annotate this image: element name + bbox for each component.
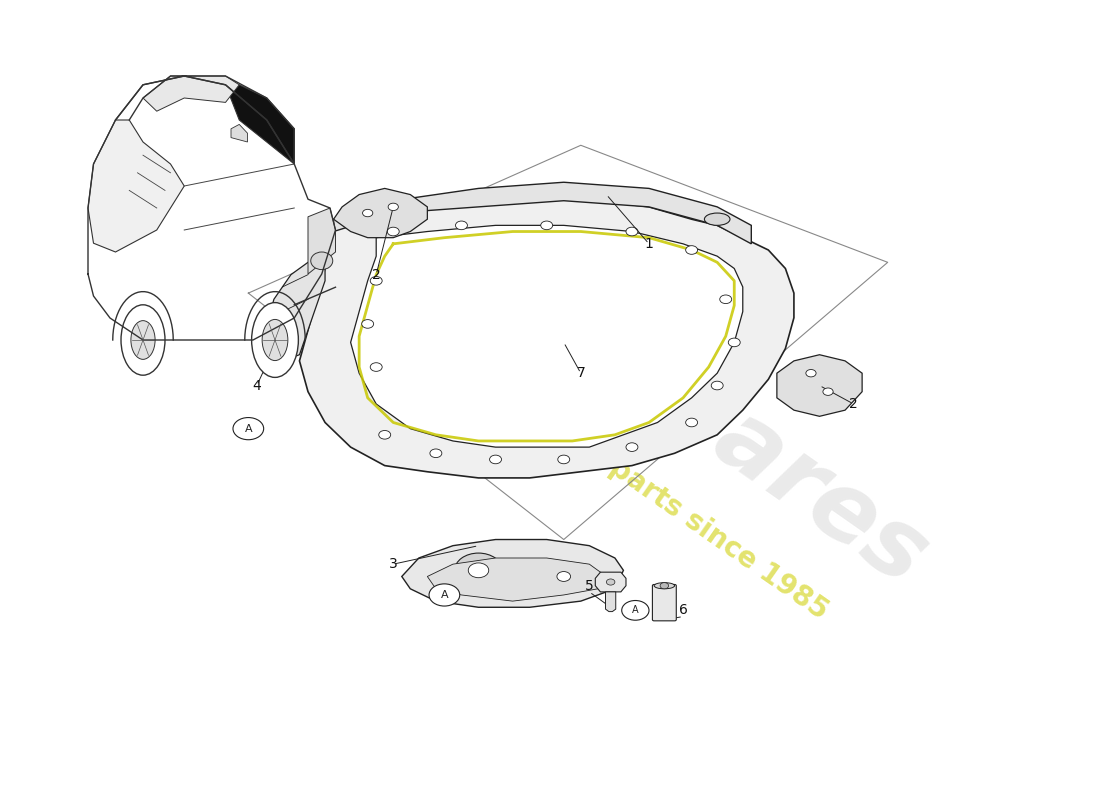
Circle shape bbox=[371, 362, 382, 371]
Circle shape bbox=[362, 320, 374, 328]
Circle shape bbox=[262, 319, 288, 361]
Circle shape bbox=[685, 246, 697, 254]
Circle shape bbox=[387, 227, 399, 236]
Circle shape bbox=[549, 566, 579, 587]
Ellipse shape bbox=[704, 213, 730, 226]
Circle shape bbox=[606, 579, 615, 585]
Circle shape bbox=[455, 221, 468, 230]
Polygon shape bbox=[595, 572, 626, 592]
Polygon shape bbox=[231, 124, 248, 142]
Circle shape bbox=[712, 382, 723, 390]
Text: 4: 4 bbox=[253, 378, 261, 393]
Circle shape bbox=[541, 221, 552, 230]
Text: A: A bbox=[244, 424, 252, 434]
Circle shape bbox=[660, 582, 669, 589]
Circle shape bbox=[490, 455, 502, 464]
Polygon shape bbox=[333, 188, 427, 238]
Text: 5: 5 bbox=[585, 578, 594, 593]
Circle shape bbox=[371, 277, 382, 285]
Text: 6: 6 bbox=[679, 603, 688, 618]
FancyBboxPatch shape bbox=[652, 585, 676, 621]
Circle shape bbox=[252, 302, 298, 378]
Polygon shape bbox=[333, 182, 751, 244]
Text: 2: 2 bbox=[372, 268, 381, 282]
Circle shape bbox=[388, 203, 398, 210]
Text: 7: 7 bbox=[576, 366, 585, 380]
Polygon shape bbox=[226, 85, 294, 164]
Circle shape bbox=[823, 388, 833, 395]
Text: 2: 2 bbox=[849, 397, 858, 411]
Text: A: A bbox=[441, 590, 448, 600]
Circle shape bbox=[233, 418, 264, 440]
Polygon shape bbox=[299, 194, 794, 478]
Ellipse shape bbox=[654, 582, 674, 589]
Circle shape bbox=[621, 601, 649, 620]
Circle shape bbox=[806, 370, 816, 377]
Ellipse shape bbox=[310, 252, 332, 270]
Circle shape bbox=[469, 563, 488, 578]
Circle shape bbox=[685, 418, 697, 426]
Polygon shape bbox=[143, 76, 239, 111]
Polygon shape bbox=[605, 592, 616, 611]
Text: eurospares: eurospares bbox=[387, 177, 945, 606]
Circle shape bbox=[363, 210, 373, 217]
Circle shape bbox=[131, 321, 155, 359]
Text: a passion for parts since 1985: a passion for parts since 1985 bbox=[430, 331, 834, 625]
Polygon shape bbox=[88, 120, 184, 252]
Polygon shape bbox=[402, 539, 624, 607]
Text: 1: 1 bbox=[645, 237, 653, 251]
Circle shape bbox=[557, 571, 571, 582]
Circle shape bbox=[121, 305, 165, 375]
Text: 3: 3 bbox=[389, 557, 397, 571]
Circle shape bbox=[429, 584, 460, 606]
Polygon shape bbox=[427, 558, 606, 601]
Circle shape bbox=[558, 455, 570, 464]
Circle shape bbox=[719, 295, 732, 303]
Polygon shape bbox=[265, 262, 326, 361]
Circle shape bbox=[728, 338, 740, 346]
Circle shape bbox=[378, 430, 390, 439]
Circle shape bbox=[626, 227, 638, 236]
Text: A: A bbox=[632, 606, 639, 615]
Circle shape bbox=[430, 449, 442, 458]
Polygon shape bbox=[308, 208, 336, 274]
Polygon shape bbox=[777, 354, 862, 416]
Circle shape bbox=[626, 443, 638, 451]
Polygon shape bbox=[351, 226, 742, 447]
Circle shape bbox=[454, 553, 503, 587]
